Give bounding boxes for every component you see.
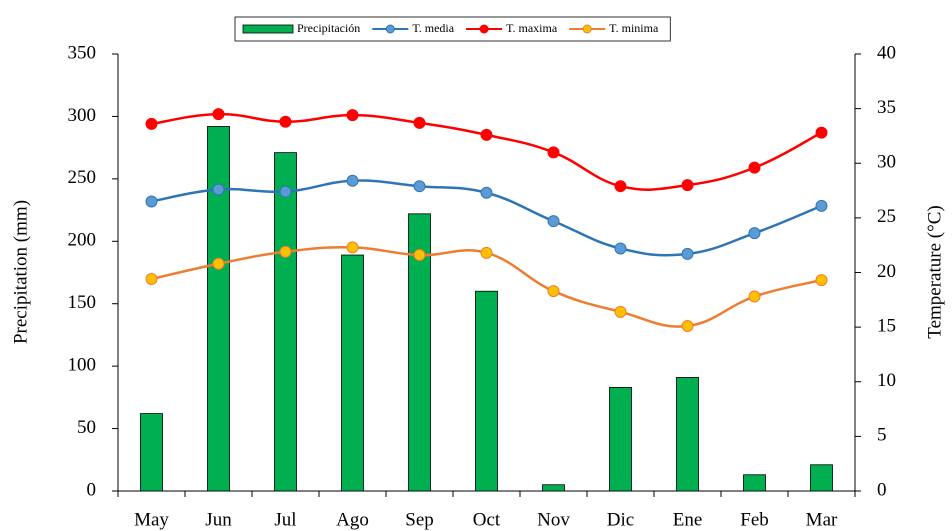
y2-tick-label: 25 (877, 206, 896, 227)
x-tick-label: Ene (673, 509, 703, 530)
y2-tick-label: 40 (877, 42, 896, 63)
bar (810, 464, 833, 492)
x-tick-label: Ago (336, 509, 369, 530)
marker (279, 245, 292, 258)
bar (274, 152, 297, 492)
legend-marker (385, 24, 395, 34)
y2-tick-label: 10 (877, 370, 896, 391)
y-tick-label: 250 (68, 167, 97, 188)
marker (480, 128, 493, 141)
legend-marker (479, 24, 489, 34)
marker (547, 285, 560, 298)
marker (681, 247, 694, 260)
y2-tick-label: 20 (877, 261, 896, 282)
bar (140, 413, 163, 492)
marker (614, 242, 627, 255)
bar (676, 376, 699, 492)
bar (408, 213, 431, 492)
bar (542, 484, 565, 492)
line (151, 112, 823, 191)
marker (145, 195, 158, 208)
marker (547, 215, 560, 228)
x-tick-label: May (134, 509, 169, 530)
marker (346, 109, 359, 122)
y2-axis-label: Temperature (°C) (924, 205, 945, 338)
marker (815, 274, 828, 287)
bar (609, 386, 632, 492)
bar (207, 126, 230, 492)
marker (480, 186, 493, 199)
x-tick-label: Sep (405, 509, 434, 530)
marker (279, 115, 292, 128)
marker (681, 320, 694, 333)
marker (279, 185, 292, 198)
y-tick-label: 300 (68, 105, 97, 126)
y-tick-label: 100 (68, 355, 97, 376)
marker (748, 290, 761, 303)
y-tick-label: 0 (87, 479, 97, 500)
legend-label: T. media (412, 21, 454, 35)
y-tick-label: 350 (68, 42, 97, 63)
legend-label: Precipitación (297, 21, 360, 35)
marker (346, 174, 359, 187)
marker (614, 305, 627, 318)
x-tick-label: Dic (607, 509, 634, 530)
legend: Precipitación T. media T. maxima T. minima (234, 16, 671, 42)
marker (681, 179, 694, 192)
x-tick-label: Mar (806, 509, 838, 530)
legend-swatch (242, 24, 294, 34)
marker (413, 116, 426, 129)
marker (145, 117, 158, 130)
legend-label: T. minima (609, 21, 659, 35)
marker (413, 249, 426, 262)
x-tick-label: Jul (274, 509, 296, 530)
y2-tick-label: 0 (877, 479, 887, 500)
y-tick-label: 200 (68, 230, 97, 251)
y-tick-label: 50 (77, 417, 96, 438)
y-tick-label: 150 (68, 292, 97, 313)
bar (341, 254, 364, 492)
marker (413, 180, 426, 193)
marker (815, 199, 828, 212)
bar (743, 474, 766, 492)
legend-label: T. maxima (506, 21, 558, 35)
y2-tick-label: 5 (877, 425, 887, 446)
marker (480, 246, 493, 259)
y2-tick-label: 30 (877, 152, 896, 173)
marker (212, 108, 225, 121)
x-tick-label: Feb (740, 509, 769, 530)
x-tick-label: Oct (473, 509, 501, 530)
x-tick-label: Nov (537, 509, 570, 530)
marker (748, 227, 761, 240)
x-tick-label: Jun (205, 509, 232, 530)
y-axis-label: Precipitation (mm) (10, 200, 31, 344)
marker (547, 146, 560, 159)
marker (346, 241, 359, 254)
marker (815, 126, 828, 139)
marker (614, 180, 627, 193)
marker (212, 257, 225, 270)
bar (475, 290, 498, 492)
y2-tick-label: 35 (877, 97, 896, 118)
y2-tick-label: 15 (877, 315, 896, 336)
marker (145, 273, 158, 286)
legend-marker (582, 24, 592, 34)
marker (212, 183, 225, 196)
marker (748, 161, 761, 174)
